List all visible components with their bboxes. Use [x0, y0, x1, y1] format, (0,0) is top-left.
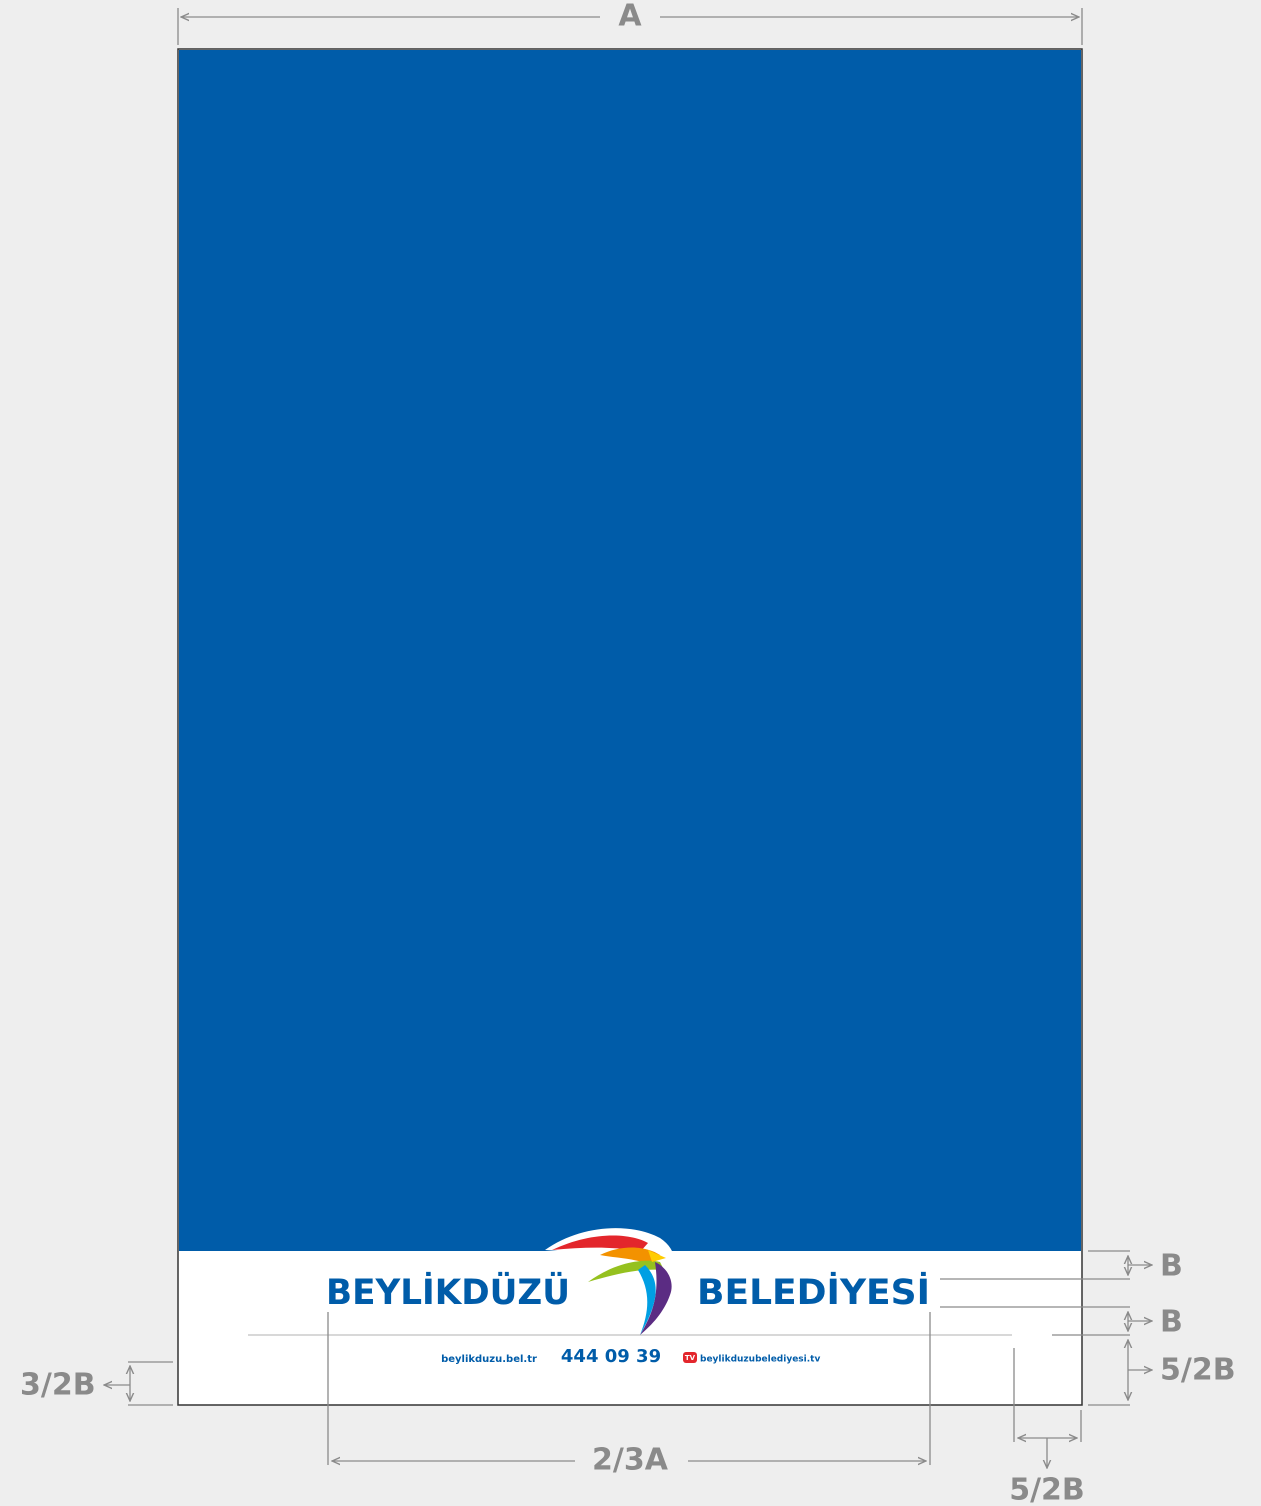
dim-left	[104, 1361, 173, 1406]
dim-right	[940, 1250, 1152, 1406]
footer-tv-site: beylikduzubelediyesi.tv	[700, 1355, 820, 1365]
dim-bottom	[327, 1312, 931, 1465]
dim-label: 2/3A	[592, 1443, 669, 1478]
dim-label: B	[1160, 1249, 1183, 1284]
logo-left-word: BEYLİKDÜZÜ	[326, 1271, 570, 1313]
logo-right-word: BELEDİYESİ	[697, 1271, 930, 1313]
tv-badge-text: TV	[685, 1354, 696, 1362]
dim-label: 5/2B	[1009, 1473, 1085, 1506]
dim-top	[177, 8, 1083, 45]
dim-bottom-right	[1013, 1348, 1082, 1468]
blue-area	[179, 50, 1081, 1251]
logo-bird	[545, 1228, 675, 1337]
dim-label: B	[1160, 1305, 1183, 1340]
dim-label: 5/2B	[1160, 1353, 1236, 1388]
footer-website: beylikduzu.bel.tr	[441, 1354, 537, 1365]
dim-label: 3/2B	[20, 1368, 96, 1403]
footer-phone: 444 09 39	[561, 1346, 661, 1367]
dim-label: A	[618, 0, 642, 34]
tv-badge	[683, 1352, 697, 1363]
